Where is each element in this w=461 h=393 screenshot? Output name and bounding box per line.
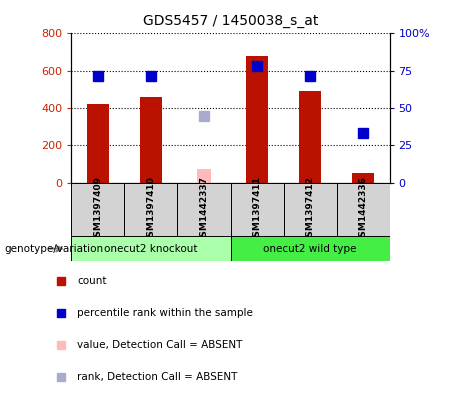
Bar bbox=[246, 56, 267, 183]
Bar bbox=[230, 236, 390, 261]
Text: onecut2 knockout: onecut2 knockout bbox=[104, 244, 198, 253]
Text: rank, Detection Call = ABSENT: rank, Detection Call = ABSENT bbox=[77, 372, 238, 382]
Text: count: count bbox=[77, 276, 107, 286]
Text: GSM1442336: GSM1442336 bbox=[359, 176, 367, 243]
Text: genotype/variation: genotype/variation bbox=[5, 244, 104, 253]
Bar bbox=[352, 173, 373, 183]
Bar bbox=[284, 183, 337, 236]
Bar bbox=[230, 183, 284, 236]
Text: GSM1397410: GSM1397410 bbox=[147, 176, 155, 243]
Text: GSM1397409: GSM1397409 bbox=[94, 176, 102, 243]
Bar bbox=[87, 104, 108, 183]
Bar bbox=[299, 91, 320, 183]
Bar bbox=[197, 169, 211, 183]
Text: GSM1397412: GSM1397412 bbox=[306, 176, 314, 243]
Text: GSM1397411: GSM1397411 bbox=[253, 176, 261, 243]
Bar bbox=[177, 183, 230, 236]
Text: onecut2 wild type: onecut2 wild type bbox=[263, 244, 357, 253]
Bar bbox=[337, 183, 390, 236]
Bar bbox=[124, 183, 177, 236]
Text: GSM1442337: GSM1442337 bbox=[200, 176, 208, 243]
Text: percentile rank within the sample: percentile rank within the sample bbox=[77, 308, 254, 318]
Bar bbox=[71, 183, 124, 236]
Bar bbox=[71, 236, 230, 261]
Bar bbox=[140, 97, 161, 183]
Text: GDS5457 / 1450038_s_at: GDS5457 / 1450038_s_at bbox=[143, 14, 318, 28]
Text: value, Detection Call = ABSENT: value, Detection Call = ABSENT bbox=[77, 340, 243, 350]
